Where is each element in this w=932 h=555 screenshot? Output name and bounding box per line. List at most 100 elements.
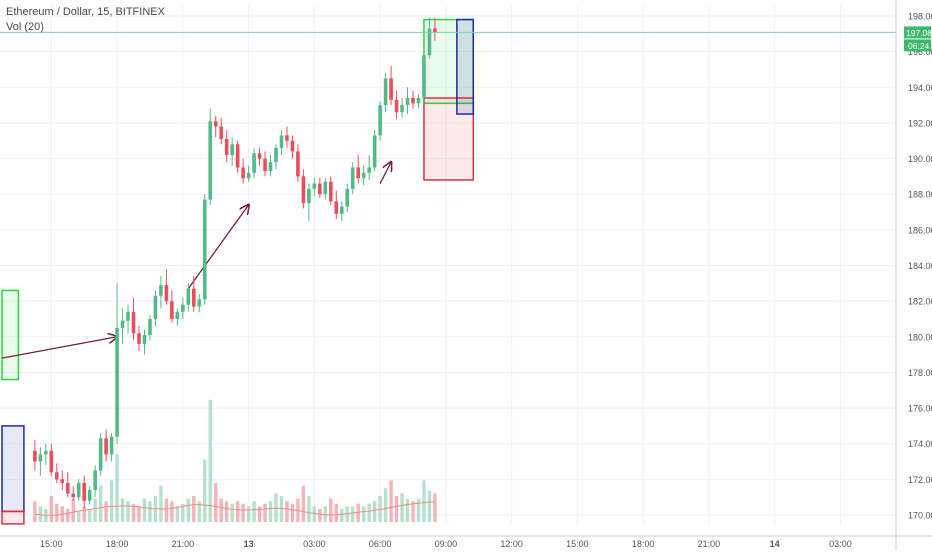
volume-bar	[208, 399, 212, 522]
time-tick-label: 14	[770, 539, 780, 549]
candle	[170, 290, 174, 323]
volume-bar	[241, 503, 245, 522]
candle	[71, 486, 76, 501]
candle	[202, 194, 207, 305]
candle-body	[301, 176, 306, 204]
volume-bar	[49, 496, 54, 522]
candle	[400, 97, 404, 118]
volume-bar	[175, 506, 180, 522]
price-tick-label: 194.00	[908, 83, 932, 93]
candle	[186, 283, 191, 312]
candle-body	[131, 311, 136, 334]
candle-body	[252, 153, 256, 173]
volume-bar	[126, 501, 130, 522]
grid	[0, 6, 896, 524]
candle	[252, 147, 256, 179]
countdown-badge	[904, 39, 931, 52]
volume-bar	[301, 485, 306, 522]
candle-body	[329, 181, 333, 202]
candle-body	[93, 470, 97, 491]
candle-body	[159, 285, 163, 296]
volume-bar	[148, 501, 152, 522]
candle-body	[82, 482, 86, 501]
candle	[208, 108, 213, 205]
candle	[307, 183, 311, 221]
candle-body	[350, 167, 355, 189]
volume-bar	[389, 480, 393, 522]
candle-body	[186, 288, 191, 305]
candle-body	[318, 183, 322, 195]
candle	[120, 308, 125, 344]
candle	[427, 17, 432, 59]
candle-body	[142, 335, 147, 344]
candle	[219, 117, 223, 145]
candle	[263, 151, 267, 177]
candle-body	[33, 450, 37, 462]
volume-bar	[164, 498, 169, 522]
last-price-value: 197.08	[906, 28, 932, 38]
candle-body	[367, 167, 371, 173]
volume-bar	[422, 480, 426, 522]
candle-body	[208, 121, 213, 200]
candle-body	[257, 153, 262, 159]
volume-indicator-label: Vol (20)	[6, 21, 44, 33]
volume-bar	[345, 506, 349, 522]
time-tick-label: 18:00	[632, 539, 655, 549]
volume-bar	[33, 501, 37, 522]
candle-body	[49, 450, 54, 473]
volume-bar	[340, 509, 344, 522]
candle	[329, 176, 333, 205]
price-tick-label: 190.00	[908, 154, 932, 164]
symbol-title: Ethereum / Dollar, 15, BITFINEX	[6, 6, 165, 18]
price-tick-label: 176.00	[908, 404, 932, 414]
candle-body	[339, 206, 344, 214]
candle-body	[394, 99, 399, 113]
candle-body	[104, 438, 108, 455]
candle	[109, 433, 114, 462]
volume-bar	[142, 498, 147, 522]
time-tick-label: 06:00	[369, 539, 392, 549]
volume-bar	[131, 503, 136, 522]
time-tick-label: 15:00	[40, 539, 63, 549]
candle	[433, 17, 437, 41]
candle	[323, 178, 328, 200]
candle	[131, 297, 136, 341]
price-tick-label: 186.00	[908, 225, 932, 235]
candle	[197, 294, 202, 312]
volume-bar	[252, 501, 256, 522]
left-blue-zone	[1, 425, 25, 513]
candle-body	[213, 121, 218, 127]
candle	[246, 165, 251, 182]
volume-bar	[181, 503, 185, 522]
candle-body	[361, 172, 366, 179]
price-tick-label: 182.00	[908, 297, 932, 307]
time-tick-label: 18:00	[106, 539, 129, 549]
candle	[148, 315, 152, 341]
candle-body	[285, 135, 289, 141]
candle-body	[433, 28, 437, 33]
candle	[312, 178, 317, 196]
left-stop-zone	[1, 510, 25, 525]
candle	[87, 486, 92, 505]
price-tick-label: 192.00	[908, 118, 932, 128]
volume-bar	[367, 503, 371, 522]
last-price-tag: 197.08 06:24	[904, 26, 932, 52]
candle-body	[372, 135, 377, 168]
candle	[230, 137, 234, 166]
volume-bar	[120, 498, 125, 522]
candle	[235, 140, 240, 173]
candle	[356, 155, 360, 184]
candle	[405, 87, 410, 115]
time-axis-labels: 15:00 18:00 21:00 13 03:00 06:00 09:00 12:00 15:…	[40, 539, 852, 549]
candle	[339, 201, 344, 221]
candle	[296, 144, 300, 182]
candle	[290, 135, 295, 159]
volume-bar	[98, 485, 103, 522]
volume-bar	[159, 485, 163, 522]
candle	[33, 440, 37, 471]
position-annotations	[1, 18, 475, 525]
time-tick-label: 03:00	[829, 539, 852, 549]
candle	[389, 65, 393, 106]
